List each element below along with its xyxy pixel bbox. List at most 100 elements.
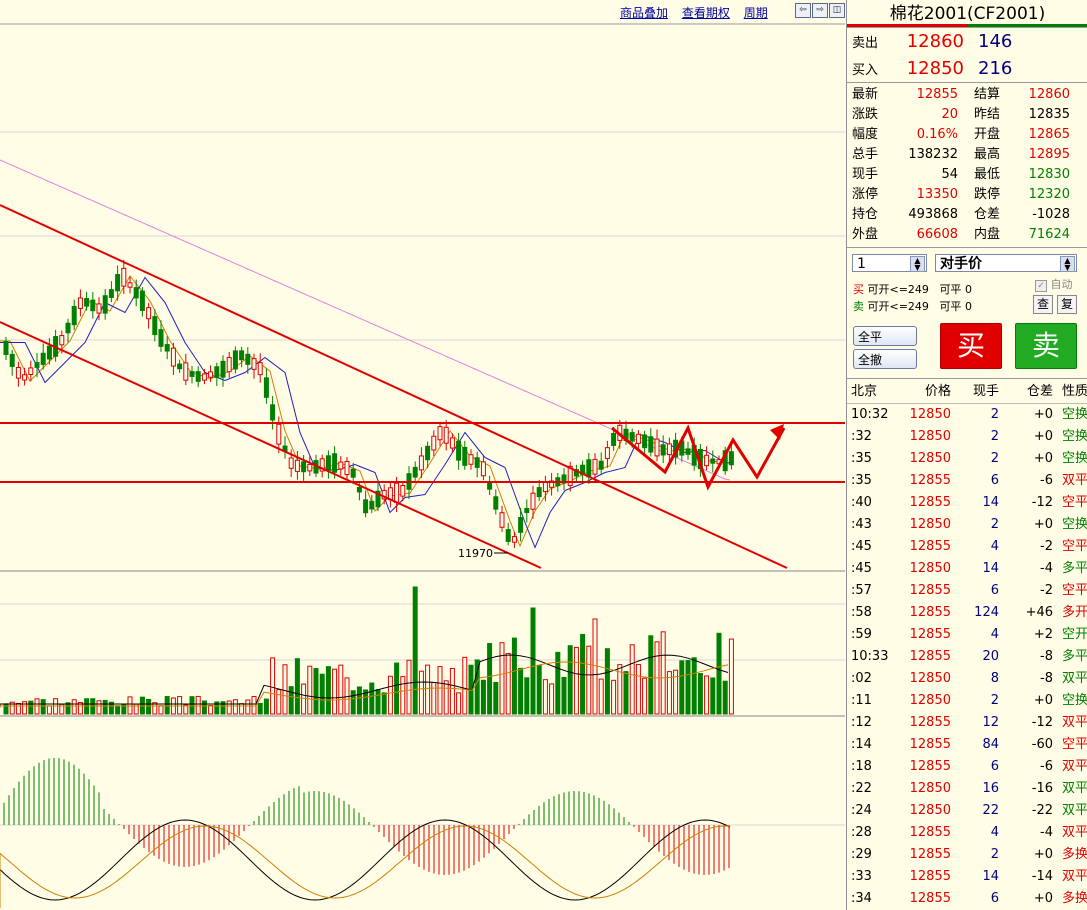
volume-bar	[195, 695, 201, 715]
tick-price: 12850	[909, 693, 951, 708]
candle-body	[263, 377, 269, 398]
candle-body	[189, 371, 195, 377]
sell-button[interactable]: 卖	[1015, 323, 1077, 369]
volume-bar	[567, 645, 573, 715]
volume-bar	[722, 680, 728, 715]
volume-bar	[592, 618, 598, 715]
macd-dea-line	[0, 825, 731, 908]
volume-bar	[437, 666, 443, 715]
volume-bar	[239, 703, 245, 715]
candle-body	[418, 455, 424, 471]
candle-body	[449, 437, 455, 449]
auto-label: 自动	[1050, 278, 1073, 291]
volume-bar	[257, 702, 263, 715]
candle-body	[542, 481, 548, 493]
arrow-left-icon[interactable]: ⇦	[795, 3, 811, 18]
volume-bar	[96, 700, 102, 715]
quantity-stepper[interactable]: 1 ▲ ▼	[852, 254, 927, 272]
checkbox-check-icon[interactable]: ✓	[1035, 280, 1047, 292]
tick-row: :45 12855 4 -2 空平	[847, 536, 1087, 558]
tick-list-header: 北京 价格 现手 仓差 性质	[847, 381, 1087, 404]
cancel-all-button[interactable]: 全撤	[853, 349, 917, 369]
repeat-button[interactable]: 复	[1057, 295, 1077, 314]
candle-body	[77, 297, 83, 309]
volume-bar	[542, 679, 548, 715]
tick-volume: 84	[982, 737, 999, 752]
candle-body	[611, 433, 617, 446]
stat-row: 涨停 13350 跌停 12320	[847, 185, 1087, 205]
stat-label: 内盘	[974, 227, 1001, 242]
volume-bar	[22, 701, 28, 715]
volume-bar	[251, 696, 257, 715]
quantity-value: 1	[857, 256, 866, 272]
candle-body	[468, 454, 474, 465]
close-all-button[interactable]: 全平	[853, 326, 917, 346]
kline-chart[interactable]: 11970	[0, 0, 845, 910]
candle-body	[375, 490, 381, 508]
tick-nature: 空平	[1061, 539, 1087, 554]
volume-bar	[270, 657, 276, 715]
volume-bar	[623, 671, 629, 715]
buy-button[interactable]: 买	[940, 323, 1002, 369]
select-arrows-icon[interactable]: ▲ ▼	[1060, 256, 1075, 272]
low-price-annotation: 11970	[458, 547, 493, 560]
tick-nature: 双平	[1061, 825, 1087, 840]
tick-oi-change: -22	[1031, 803, 1053, 818]
tick-price: 12850	[909, 803, 951, 818]
ask-price[interactable]: 12860	[906, 31, 964, 52]
tick-time: :33	[851, 869, 872, 884]
period-link[interactable]: 周期	[743, 6, 768, 20]
tick-row: :18 12855 6 -6 双平	[847, 756, 1087, 778]
volume-bar	[71, 699, 77, 715]
volume-bar	[561, 676, 567, 715]
volume-bar	[549, 683, 555, 715]
tick-price: 12850	[909, 517, 951, 532]
volume-bar	[493, 681, 499, 715]
volume-bar	[375, 689, 381, 715]
volume-bar	[28, 700, 34, 715]
candle-body	[356, 487, 362, 493]
candle-body	[84, 298, 90, 307]
quote-panel: 棉花2001(CF2001) 卖出 12860 146 买入 12850 216…	[846, 0, 1087, 910]
kline-chart-area[interactable]: 11970 商品叠加 查看期权 周期 ⇦ ⇨ ◫	[0, 0, 845, 910]
tick-volume: 6	[990, 891, 999, 906]
volume-bar	[728, 638, 734, 715]
candle-body	[666, 443, 672, 456]
query-button[interactable]: 查	[1033, 295, 1053, 314]
auto-checkbox[interactable]: ✓ 自动	[1035, 276, 1073, 292]
split-icon[interactable]: ◫	[829, 3, 845, 18]
arrow-right-icon[interactable]: ⇨	[812, 3, 828, 18]
candle-body	[685, 448, 691, 455]
tick-nature: 双平	[1061, 869, 1087, 884]
tick-price: 12850	[909, 561, 951, 576]
candle-body	[195, 371, 201, 382]
volume-bar	[511, 637, 517, 715]
tick-nature: 空平	[1061, 583, 1087, 598]
volume-bar	[394, 662, 400, 715]
tick-volume: 4	[990, 825, 999, 840]
tick-oi-change: -2	[1040, 539, 1053, 554]
tick-price: 12850	[909, 781, 951, 796]
tick-volume: 14	[982, 561, 999, 576]
tick-time: :59	[851, 627, 872, 642]
view-options-link[interactable]: 查看期权	[681, 6, 730, 20]
volume-bar	[679, 660, 685, 715]
stepper-arrows-icon[interactable]: ▲ ▼	[910, 256, 925, 272]
tick-row: :02 12850 8 -8 双平	[847, 668, 1087, 690]
tick-row: :29 12855 2 +0 多换	[847, 844, 1087, 866]
tick-row: :45 12850 14 -4 多平	[847, 558, 1087, 580]
candle-body	[65, 322, 71, 334]
price-type-select[interactable]: 对手价 ▲ ▼	[935, 254, 1077, 272]
volume-bar	[65, 702, 71, 715]
stat-row: 现手 54 最低 12830	[847, 165, 1087, 185]
tick-row: :34 12855 6 +0 多换	[847, 888, 1087, 910]
candle-body	[363, 499, 369, 514]
candle-body	[462, 446, 468, 466]
candle-body	[499, 512, 505, 528]
candle-body	[28, 367, 34, 375]
candle-body	[40, 352, 46, 365]
overlay-commodity-link[interactable]: 商品叠加	[620, 6, 669, 20]
chart-nav-buttons: ⇦ ⇨ ◫	[795, 3, 845, 18]
bid-price[interactable]: 12850	[906, 58, 964, 79]
volume-bar	[418, 670, 424, 715]
